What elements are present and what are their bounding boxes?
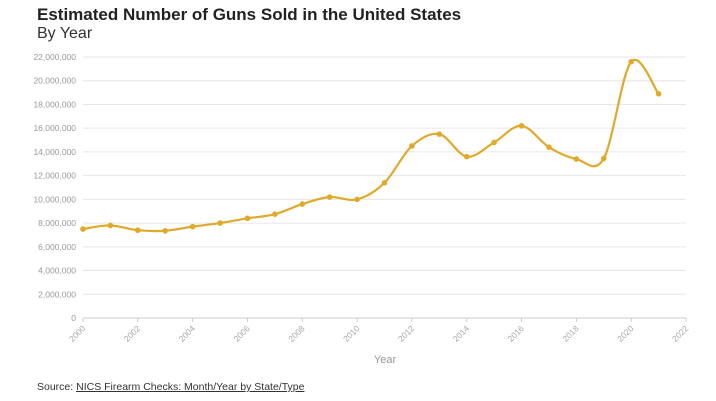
x-tick-label: 2010 <box>341 323 362 344</box>
x-tick-label: 2006 <box>231 323 252 344</box>
data-point[interactable] <box>381 179 388 186</box>
y-tick-label: 8,000,000 <box>38 218 76 228</box>
data-point[interactable] <box>409 143 415 149</box>
data-point[interactable] <box>463 153 470 160</box>
y-tick-label: 10,000,000 <box>33 194 76 204</box>
chart-title: Estimated Number of Guns Sold in the Uni… <box>37 5 462 24</box>
x-axis-ticks: 2000 2002 2004 2006 2008 2010 2012 2014 2016 2018… <box>67 317 691 344</box>
data-point[interactable] <box>354 196 360 203</box>
y-tick-label: 4,000,000 <box>38 266 76 276</box>
source-prefix: Source: <box>37 381 77 393</box>
data-point[interactable] <box>272 211 278 217</box>
data-point[interactable] <box>299 201 306 207</box>
x-tick-label: 2012 <box>396 323 417 344</box>
data-point[interactable] <box>491 139 497 146</box>
data-point[interactable] <box>189 223 196 230</box>
x-tick-label: 2014 <box>451 323 472 344</box>
chart-subtitle: By Year <box>37 25 93 42</box>
x-tick-label: 2016 <box>506 323 527 344</box>
y-tick-label: 14,000,000 <box>33 147 76 157</box>
y-tick-label: 2,000,000 <box>38 289 76 299</box>
y-tick-label: 0 <box>71 313 76 323</box>
x-tick-label: 2000 <box>67 323 88 344</box>
series-line <box>82 58 660 233</box>
data-point[interactable] <box>244 215 251 222</box>
data-point[interactable] <box>573 156 580 162</box>
data-series <box>80 58 662 234</box>
line-chart: 0 2,000,000 4,000,000 6,000,000 8,000,000 10,… <box>33 52 691 366</box>
data-point[interactable] <box>217 220 223 226</box>
source-link[interactable]: NICS Firearm Checks: Month/Year by State… <box>76 381 305 393</box>
data-point[interactable] <box>326 194 333 200</box>
data-point[interactable] <box>107 222 114 229</box>
x-tick-label: 2002 <box>122 323 143 344</box>
y-tick-label: 22,000,000 <box>33 52 76 62</box>
data-point[interactable] <box>600 155 607 162</box>
y-tick-label: 6,000,000 <box>38 242 76 252</box>
gridlines <box>83 56 686 319</box>
data-point[interactable] <box>546 144 552 150</box>
source-note: Source: NICS Firearm Checks: Month/Year … <box>37 381 304 393</box>
x-tick-label: 2004 <box>177 323 198 344</box>
x-tick-label: 2008 <box>286 323 307 344</box>
data-point[interactable] <box>628 58 634 65</box>
y-tick-label: 16,000,000 <box>33 123 76 133</box>
y-tick-label: 18,000,000 <box>33 99 76 109</box>
data-point[interactable] <box>162 228 169 234</box>
data-point[interactable] <box>518 123 525 129</box>
data-point[interactable] <box>135 227 141 234</box>
y-tick-label: 12,000,000 <box>33 171 76 181</box>
data-point[interactable] <box>655 90 662 97</box>
x-tick-label: 2020 <box>615 323 636 344</box>
x-tick-label: 2018 <box>560 323 581 344</box>
x-axis-label: Year <box>374 354 397 366</box>
data-point[interactable] <box>436 131 443 137</box>
y-axis-ticks: 0 2,000,000 4,000,000 6,000,000 8,000,000 10,… <box>33 52 76 323</box>
y-tick-label: 20,000,000 <box>33 76 76 86</box>
data-point[interactable] <box>80 226 86 232</box>
x-tick-label: 2022 <box>670 323 691 344</box>
